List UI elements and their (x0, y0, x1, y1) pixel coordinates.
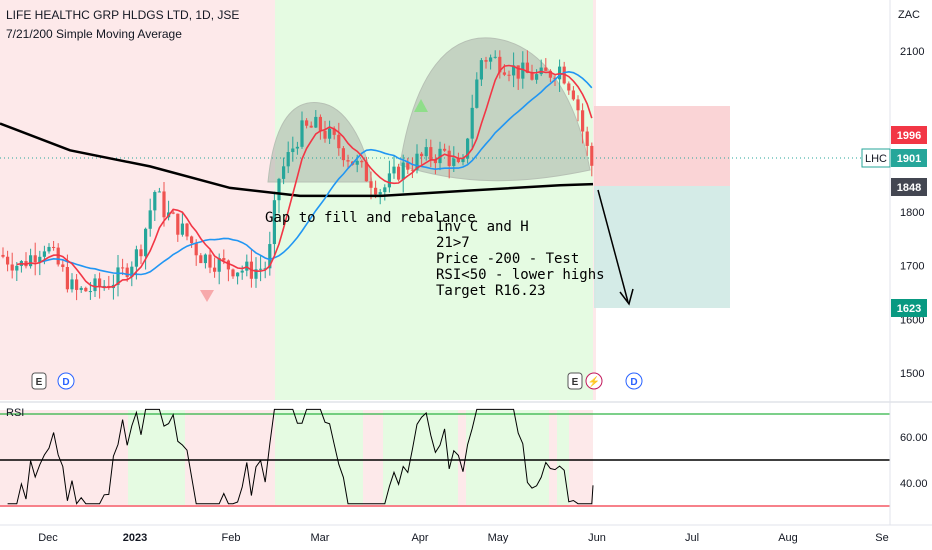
svg-text:E: E (572, 377, 579, 388)
svg-text:1623: 1623 (897, 303, 921, 315)
rsi-tick-60: 60.00 (900, 432, 928, 444)
sell-signal-triangle (200, 290, 214, 302)
sma-7-line (16, 64, 593, 289)
stop-loss-zone[interactable] (594, 106, 730, 186)
svg-text:E: E (36, 377, 43, 388)
analysis-line-1: Inv C and H (436, 219, 529, 235)
time-tick-dec: Dec (38, 532, 58, 544)
price-scale[interactable]: 1500 1600 1700 1800 2100 (900, 46, 924, 380)
ticker-badge: LHC (861, 148, 891, 168)
currency-label: ZAC (898, 9, 920, 21)
entry-price-badge: 1848 (891, 178, 927, 196)
time-tick-mar: Mar (311, 532, 330, 544)
bear-zone-left (0, 0, 275, 400)
rsi-line (7, 408, 594, 505)
rsi-label: RSI (6, 407, 24, 419)
projection-arrow[interactable] (597, 189, 634, 306)
sma-21-line (39, 70, 593, 276)
sma-200-line (0, 122, 594, 198)
price-tick-1600: 1600 (900, 314, 924, 326)
take-profit-zone[interactable] (594, 186, 730, 308)
svg-text:⚡: ⚡ (588, 375, 600, 388)
symbol-title: LIFE HEALTHC GRP HLDGS LTD, 1D, JSE (6, 8, 240, 22)
earnings-marker-right[interactable]: E (567, 372, 583, 390)
time-tick-2023: 2023 (123, 532, 147, 544)
price-tick-2100: 2100 (900, 46, 924, 58)
rsi-zones (0, 410, 593, 505)
left-shoulder-shape[interactable] (267, 102, 373, 183)
analysis-line-2: 21>7 (436, 235, 470, 251)
svg-text:D: D (630, 377, 637, 388)
time-tick-may: May (488, 532, 509, 544)
time-scale[interactable]: Dec 2023 Feb Mar Apr May Jun Jul Aug Se (38, 532, 889, 544)
svg-text:1901: 1901 (897, 153, 921, 165)
last-price-badge: 1901 (891, 149, 927, 167)
price-tick-1500: 1500 (900, 368, 924, 380)
price-tick-1700: 1700 (900, 261, 924, 273)
time-tick-aug: Aug (778, 532, 798, 544)
time-tick-apr: Apr (411, 532, 428, 544)
target-price-badge: 1623 (891, 299, 927, 317)
earnings-marker-left[interactable]: E (31, 372, 47, 390)
price-tick-1800: 1800 (900, 207, 924, 219)
indicator-title[interactable]: 7/21/200 Simple Moving Average (6, 27, 182, 41)
analysis-line-4: RSI<50 - lower highs (436, 267, 605, 283)
rsi-scale[interactable]: 40.00 60.00 (900, 432, 928, 490)
svg-text:D: D (62, 377, 69, 388)
buy-signal-triangle (414, 99, 428, 112)
rsi-tick-40: 40.00 (900, 478, 928, 490)
time-tick-jul: Jul (685, 532, 699, 544)
gap-note: Gap to fill and rebalance (265, 210, 476, 226)
time-tick-se: Se (875, 532, 888, 544)
svg-text:1996: 1996 (897, 130, 921, 142)
time-tick-jun: Jun (588, 532, 606, 544)
stop-price-badge: 1996 (891, 126, 927, 144)
split-marker[interactable]: ⚡ (585, 372, 603, 390)
analysis-line-3: Price -200 - Test (436, 251, 579, 267)
dividend-marker-right[interactable]: D (625, 372, 643, 390)
time-tick-feb: Feb (222, 532, 241, 544)
analysis-line-5: Target R16.23 (436, 283, 546, 299)
svg-text:1848: 1848 (897, 182, 921, 194)
svg-text:LHC: LHC (865, 153, 887, 165)
dividend-marker-left[interactable]: D (57, 372, 75, 390)
